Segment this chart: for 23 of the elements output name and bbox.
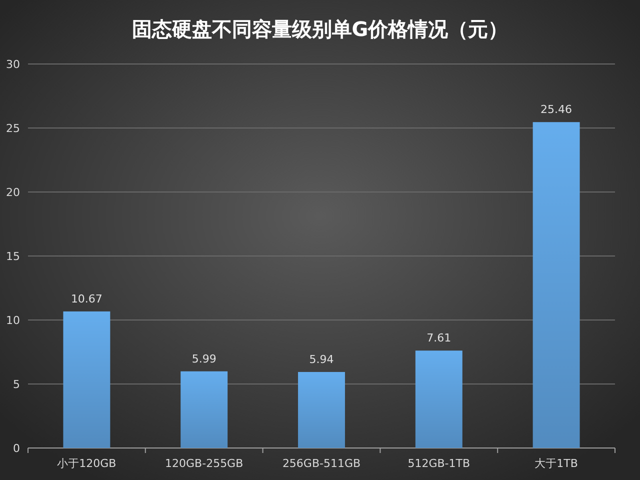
data-label: 5.99 (192, 352, 216, 366)
x-tick-label: 120GB-255GB (165, 457, 244, 470)
bar (415, 350, 462, 448)
data-label: 5.94 (309, 352, 334, 366)
data-label: 10.67 (70, 292, 102, 306)
bar (298, 372, 345, 448)
y-tick-label: 25 (6, 122, 20, 135)
y-tick-label: 5 (13, 378, 20, 391)
y-tick-label: 15 (6, 250, 20, 263)
x-tick-label: 512GB-1TB (408, 457, 470, 470)
bar (63, 311, 110, 448)
data-label: 7.61 (426, 332, 452, 345)
x-tick-label: 256GB-511GB (282, 457, 361, 470)
y-tick-label: 0 (13, 442, 20, 455)
x-tick-label: 大于1TB (534, 457, 578, 470)
y-tick-label: 20 (6, 186, 20, 199)
data-label: 25.46 (540, 103, 572, 116)
x-tick-label: 小于120GB (57, 457, 116, 470)
y-tick-label: 30 (6, 58, 20, 71)
chart-title: 固态硬盘不同容量级别单G价格情况（元） (132, 17, 508, 41)
y-tick-label: 10 (6, 314, 20, 327)
bar (532, 122, 580, 448)
bar (180, 371, 228, 448)
